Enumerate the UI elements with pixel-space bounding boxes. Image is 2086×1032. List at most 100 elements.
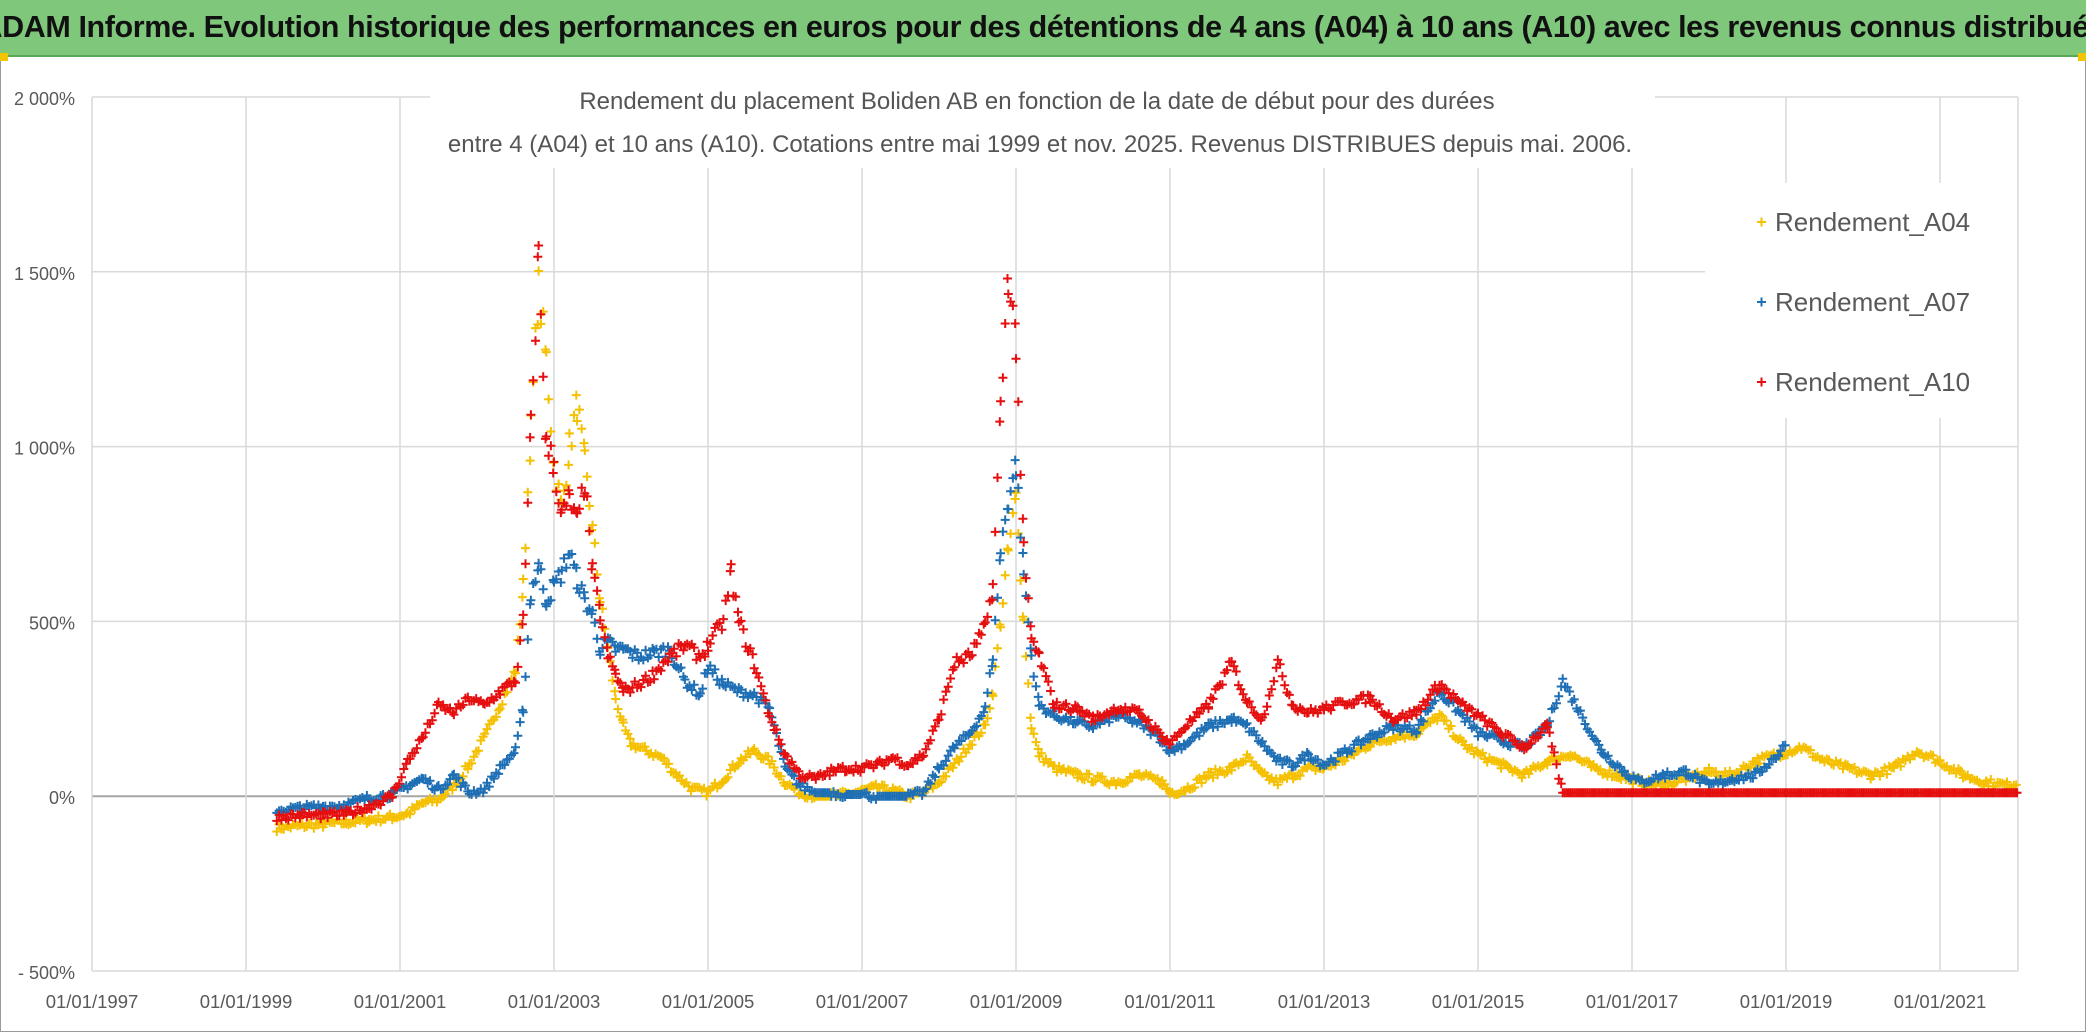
- data-point: [1458, 710, 1468, 720]
- data-point: [495, 690, 505, 700]
- data-point: [518, 707, 528, 717]
- data-point: [1480, 715, 1490, 725]
- data-point: [979, 619, 989, 629]
- data-point: [1349, 699, 1359, 709]
- data-point: [1010, 319, 1020, 328]
- data-point: [912, 755, 922, 765]
- data-point: [405, 809, 415, 819]
- data-point: [478, 788, 488, 798]
- data-point: [717, 674, 727, 684]
- data-point: [659, 753, 669, 763]
- data-point: [1052, 767, 1062, 777]
- data-point: [1016, 533, 1026, 543]
- data-point: [725, 765, 735, 775]
- data-point: [976, 630, 986, 640]
- data-point: [625, 687, 635, 697]
- data-point: [1210, 764, 1220, 774]
- data-point: [1275, 753, 1285, 763]
- data-point: [1552, 698, 1561, 708]
- data-point: [1764, 760, 1774, 769]
- data-point: [1260, 709, 1270, 719]
- data-point: [1379, 727, 1389, 737]
- data-point: [1565, 687, 1575, 696]
- data-point: [767, 756, 777, 766]
- data-point: [917, 790, 927, 800]
- data-point: [983, 612, 992, 622]
- data-point: [417, 734, 427, 743]
- data-point: [1595, 764, 1605, 774]
- data-point: [443, 779, 453, 789]
- data-point: [1018, 514, 1028, 524]
- data-point: [1123, 777, 1133, 787]
- data-point: [559, 553, 569, 563]
- data-point: [615, 678, 625, 688]
- y-tick-label: 0%: [49, 788, 75, 808]
- data-point: [1773, 750, 1783, 760]
- data-point: [623, 729, 633, 739]
- data-point: [908, 759, 918, 769]
- data-point: [776, 739, 786, 749]
- data-point: [1222, 665, 1232, 675]
- data-point: [1716, 775, 1725, 784]
- data-point: [577, 424, 587, 434]
- data-point: [1204, 704, 1213, 714]
- data-point: [367, 804, 376, 814]
- data-point: [1850, 762, 1859, 772]
- data-point: [551, 574, 561, 584]
- data-point: [825, 771, 835, 780]
- data-point: [1029, 637, 1039, 647]
- data-point: [1190, 712, 1200, 722]
- data-point: [649, 674, 659, 684]
- x-tick-label: 01/01/2007: [816, 991, 909, 1012]
- data-point: [613, 704, 623, 714]
- data-point: [1016, 470, 1026, 480]
- data-point: [1524, 769, 1534, 779]
- data-point: [988, 691, 998, 701]
- data-point: [1425, 718, 1435, 728]
- data-point: [556, 578, 566, 587]
- data-point: [572, 416, 582, 426]
- data-point: [892, 753, 902, 763]
- data-point: [952, 652, 962, 662]
- data-point: [1269, 676, 1279, 686]
- data-point: [531, 577, 540, 587]
- data-point: [1275, 659, 1285, 669]
- data-point: [917, 752, 927, 762]
- data-point: [1405, 721, 1414, 731]
- data-point: [628, 739, 638, 749]
- data-point: [1603, 751, 1613, 761]
- data-point: [1446, 721, 1456, 731]
- data-point: [474, 746, 483, 756]
- data-point: [789, 771, 799, 781]
- data-point: [538, 372, 548, 382]
- data-point: [1411, 727, 1421, 737]
- data-point: [1003, 545, 1013, 555]
- data-point: [1077, 706, 1087, 716]
- data-point: [1615, 762, 1625, 772]
- data-point: [941, 756, 951, 766]
- data-point: [494, 769, 504, 779]
- data-point: [985, 668, 995, 678]
- data-point: [919, 751, 929, 761]
- data-point: [1580, 719, 1590, 729]
- data-point: [605, 652, 615, 662]
- data-point: [1578, 713, 1588, 723]
- series-rendement_a04: [272, 266, 2021, 836]
- data-point: [736, 616, 746, 626]
- legend-label: Rendement_A10: [1775, 367, 1970, 397]
- data-point: [723, 772, 733, 782]
- data-point: [1019, 615, 1029, 625]
- data-point: [513, 731, 523, 741]
- data-point: [745, 643, 755, 653]
- data-point: [943, 682, 953, 692]
- data-point: [705, 661, 715, 671]
- data-point: [567, 441, 577, 451]
- data-point: [1213, 722, 1223, 732]
- data-point: [930, 772, 940, 782]
- data-point: [1244, 697, 1254, 706]
- data-point: [769, 763, 779, 772]
- data-point: [469, 752, 479, 762]
- data-point: [1533, 732, 1543, 742]
- data-point: [921, 744, 931, 754]
- data-point: [1008, 301, 1018, 311]
